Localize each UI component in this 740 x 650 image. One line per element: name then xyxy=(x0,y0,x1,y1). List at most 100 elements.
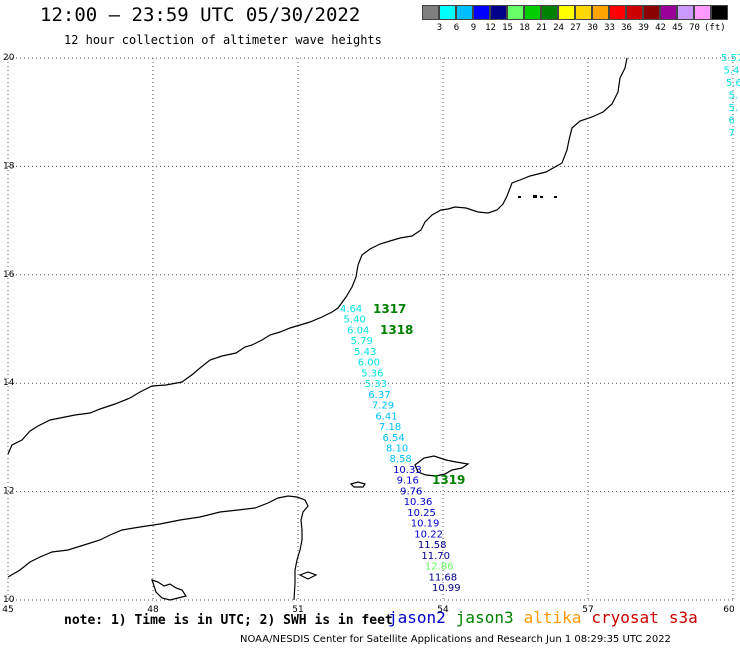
swh-edge-value-label: 5.4 xyxy=(724,66,740,77)
scale-swatch xyxy=(626,5,643,20)
swh-value-label: 9.16 xyxy=(397,476,419,487)
swh-value-label: 10.99 xyxy=(432,583,461,594)
swh-edge-value-label: 5.57 xyxy=(721,53,740,64)
scale-tick-label: 24 xyxy=(553,23,564,33)
swh-value-label: 8.10 xyxy=(386,444,408,455)
swh-value-label: 5.36 xyxy=(361,368,383,379)
somali-coastline xyxy=(7,495,309,601)
scale-tick-label: 18 xyxy=(519,23,530,33)
swh-value-label: 11.68 xyxy=(428,572,457,583)
swh-value-label: 10.19 xyxy=(411,519,440,530)
swh-value-label: 10.25 xyxy=(407,508,436,519)
swh-value-label: 4.64 xyxy=(340,304,362,315)
lon-tick-label: 54 xyxy=(437,605,449,615)
lat-tick-label: 12 xyxy=(3,487,14,497)
swh-edge-value-label: 5. xyxy=(729,91,739,102)
satellite-legend: jason2 jason3 altika cryosat s3a xyxy=(388,608,708,627)
lon-tick-label: 60 xyxy=(723,605,735,615)
swh-value-label: 6.37 xyxy=(368,390,390,401)
lat-tick-label: 16 xyxy=(3,270,15,280)
scale-swatch xyxy=(439,5,456,20)
scale-tick-label: 21 xyxy=(536,23,547,33)
swh-track-values: 4.645.406.045.795.436.005.365.336.377.29… xyxy=(340,304,461,594)
scale-swatch xyxy=(592,5,609,20)
swh-value-label: 8.58 xyxy=(390,454,412,465)
swh-value-label: 7.29 xyxy=(372,401,394,412)
mainland-speckle xyxy=(151,579,187,601)
swh-value-label: 7.18 xyxy=(379,422,401,433)
pass-number-label: 1317 xyxy=(373,302,406,316)
scale-tick-label: 42 xyxy=(655,23,666,33)
scale-tick-label: 45 xyxy=(672,23,683,33)
scale-swatch xyxy=(677,5,694,20)
scale-swatch xyxy=(507,5,524,20)
swh-value-label: 5.79 xyxy=(351,336,373,347)
swh-edge-values: 5.575.45.65.5.67 xyxy=(721,53,740,139)
lat-tick-label: 20 xyxy=(3,53,15,63)
scale-tick-label: 70 xyxy=(689,23,700,33)
lon-tick-label: 57 xyxy=(582,605,593,615)
scale-tick-label: 30 xyxy=(587,23,598,33)
scale-swatch xyxy=(456,5,473,20)
swh-value-label: 5.43 xyxy=(354,347,376,358)
scale-swatch xyxy=(558,5,575,20)
swh-value-label: 10.22 xyxy=(414,529,443,540)
swh-edge-value-label: 5. xyxy=(729,103,739,114)
swh-value-label: 5.33 xyxy=(365,379,387,390)
swh-value-label: 11.58 xyxy=(418,540,447,551)
swh-edge-value-label: 7 xyxy=(729,128,735,139)
scale-tick-label: 39 xyxy=(638,23,649,33)
scale-tick-label: 15 xyxy=(502,23,513,33)
swh-value-label: 6.00 xyxy=(358,358,380,369)
lon-tick-label: 45 xyxy=(2,605,13,615)
scale-swatch xyxy=(609,5,626,20)
scale-swatch xyxy=(473,5,490,20)
swh-value-label: 10.36 xyxy=(404,497,433,508)
scale-tick-label: 6 xyxy=(453,23,460,33)
swh-value-label: 11.70 xyxy=(421,551,450,562)
somali-small-island xyxy=(298,571,318,580)
lat-lon-grid xyxy=(7,57,734,601)
scale-tick-label: 3 xyxy=(436,23,443,33)
scale-tick-label: 36 xyxy=(621,23,632,33)
legend-jason3: jason3 xyxy=(455,608,514,627)
scale-swatch xyxy=(694,5,711,20)
scale-swatch xyxy=(643,5,660,20)
lon-tick-label: 48 xyxy=(147,605,159,615)
lat-tick-label: 14 xyxy=(3,378,15,388)
scale-tick-label: 33 xyxy=(604,23,615,33)
pass-number-label: 1318 xyxy=(380,323,413,337)
pass-number-label: 1319 xyxy=(432,473,465,487)
scale-unit: (ft) xyxy=(704,23,726,33)
scale-swatch xyxy=(524,5,541,20)
credit-footer: NOAA/NESDIS Center for Satellite Applica… xyxy=(240,634,671,645)
swh-edge-value-label: 5.6 xyxy=(726,78,740,89)
swh-value-label: 6.41 xyxy=(375,411,397,422)
coastline xyxy=(7,57,628,601)
lat-tick-label: 18 xyxy=(3,161,15,171)
lat-tick-label: 10 xyxy=(3,595,15,605)
legend-cryosat: cryosat xyxy=(591,608,659,627)
swh-edge-value-label: 6 xyxy=(729,116,735,127)
scale-swatch xyxy=(711,5,728,20)
swh-value-label: 10.33 xyxy=(393,465,422,476)
scale-swatch xyxy=(541,5,558,20)
axis-labels: 45 48 51 54 57 60 20 18 16 14 12 10 xyxy=(2,53,735,615)
scale-tick-label: 9 xyxy=(470,23,477,33)
swh-value-label: 6.54 xyxy=(382,433,404,444)
socotra-island xyxy=(414,455,470,477)
scale-swatch xyxy=(575,5,592,20)
lon-tick-label: 51 xyxy=(292,605,303,615)
kuria-muria-islets xyxy=(518,195,557,198)
scale-swatch xyxy=(422,5,439,20)
legend-altika: altika xyxy=(523,608,582,627)
scale-swatch xyxy=(660,5,677,20)
swh-value-label: 5.40 xyxy=(344,315,366,326)
map-title: 12:00 — 23:59 UTC 05/30/2022 xyxy=(40,4,361,26)
swh-value-label: 9.76 xyxy=(400,486,422,497)
scale-tick-label: 27 xyxy=(570,23,581,33)
units-note: note: 1) Time is in UTC; 2) SWH is in fe… xyxy=(64,613,393,628)
scale-swatch xyxy=(490,5,507,20)
legend-s3a: s3a xyxy=(668,608,698,627)
